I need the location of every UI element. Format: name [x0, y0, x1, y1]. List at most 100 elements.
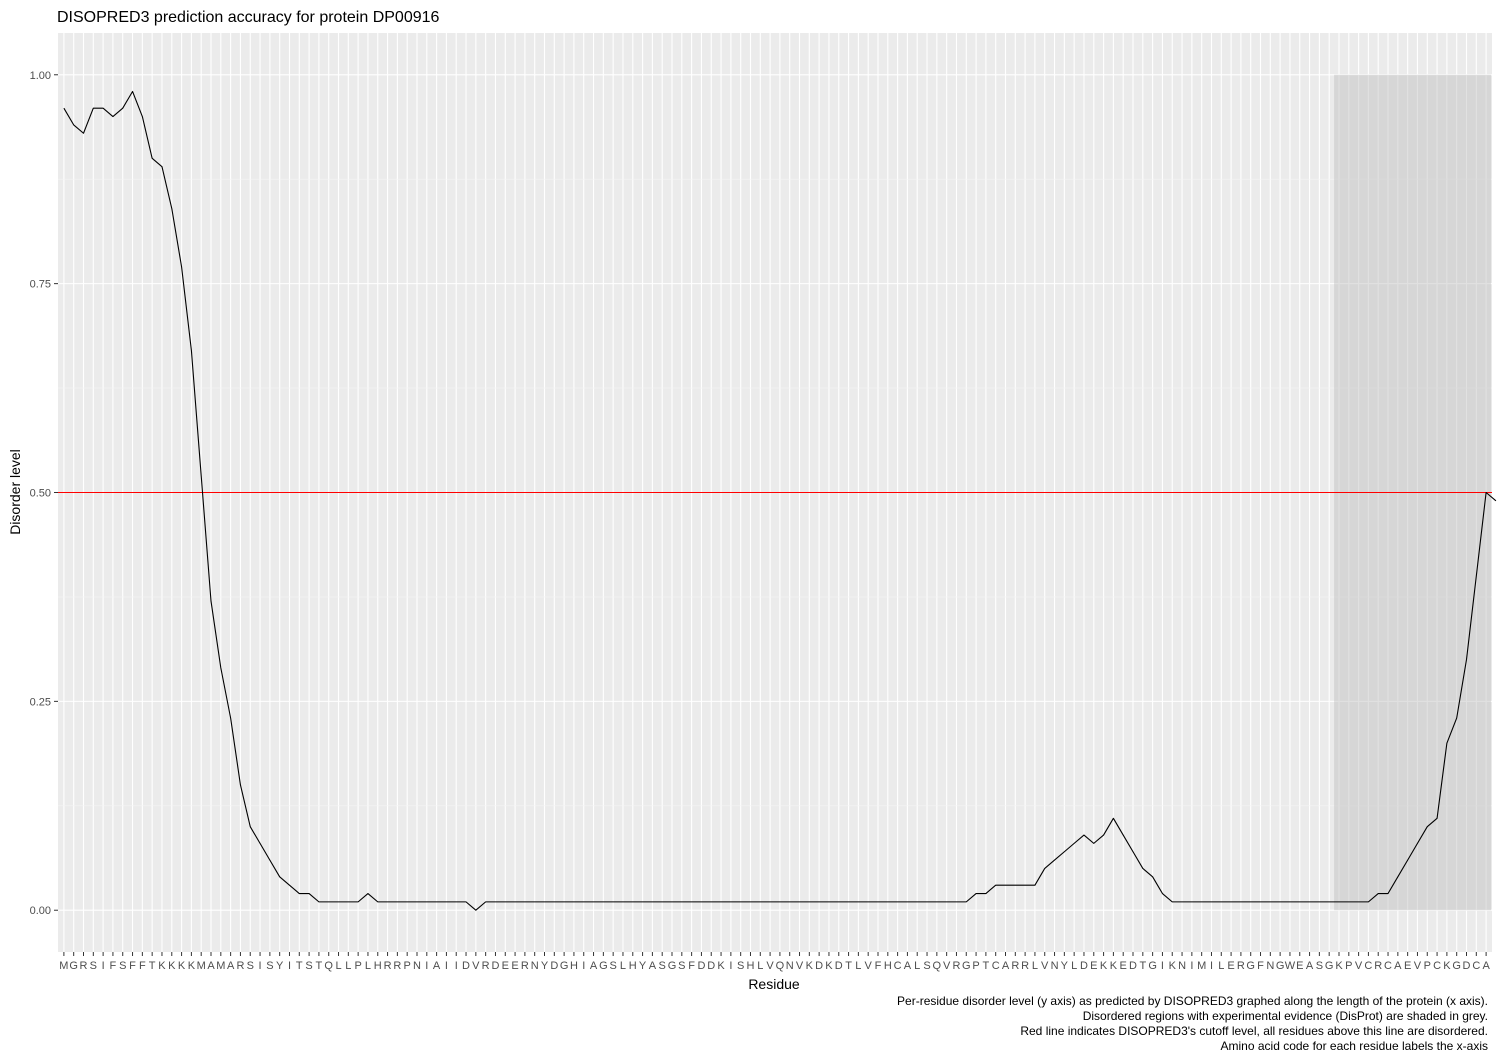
x-tick-label: T	[845, 960, 852, 972]
x-tick-label: F	[129, 960, 136, 972]
x-tick-label: D	[815, 960, 823, 972]
x-tick-label: N	[1051, 960, 1059, 972]
x-tick-label: F	[1257, 960, 1264, 972]
x-tick-label: G	[560, 960, 569, 972]
x-tick-label: F	[139, 960, 146, 972]
x-tick-label: P	[1424, 960, 1431, 972]
x-tick-label: S	[737, 960, 744, 972]
x-tick-label: L	[855, 960, 861, 972]
x-tick-label: C	[1384, 960, 1392, 972]
x-tick-label: E	[511, 960, 518, 972]
x-tick-label: A	[1482, 960, 1490, 972]
x-tick-label: R	[393, 960, 401, 972]
x-tick-label: R	[482, 960, 490, 972]
x-tick-label: R	[236, 960, 244, 972]
x-tick-label: E	[502, 960, 509, 972]
x-tick-label: Y	[1061, 960, 1069, 972]
x-tick-label: I	[582, 960, 585, 972]
caption-line: Disordered regions with experimental evi…	[1083, 1009, 1488, 1023]
x-tick-label: G	[668, 960, 677, 972]
x-tick-label: K	[717, 960, 725, 972]
x-tick-label: G	[599, 960, 608, 972]
x-tick-label: S	[119, 960, 126, 972]
x-tick-label: V	[1041, 960, 1049, 972]
x-tick-label: E	[1090, 960, 1097, 972]
x-tick-label: L	[914, 960, 920, 972]
x-tick-label: V	[766, 960, 774, 972]
x-tick-label: T	[983, 960, 990, 972]
x-tick-label: K	[1169, 960, 1177, 972]
x-tick-label: G	[1148, 960, 1157, 972]
x-tick-label: F	[110, 960, 117, 972]
x-tick-label: N	[1266, 960, 1274, 972]
x-tick-label: V	[796, 960, 804, 972]
x-tick-label: G	[1325, 960, 1334, 972]
x-tick-label: K	[188, 960, 196, 972]
x-tick-label: H	[570, 960, 578, 972]
x-tick-label: I	[259, 960, 262, 972]
x-tick-label: N	[1178, 960, 1186, 972]
x-tick-label: R	[1021, 960, 1029, 972]
x-tick-label: C	[1433, 960, 1441, 972]
x-tick-label: H	[884, 960, 892, 972]
y-axis: 0.00 0.25 0.50 0.75 1.00	[30, 70, 58, 917]
x-tick-label: R	[952, 960, 960, 972]
x-tick-label: L	[335, 960, 341, 972]
x-tick-label: V	[943, 960, 951, 972]
x-tick-label: F	[875, 960, 882, 972]
x-tick-label: L	[757, 960, 763, 972]
x-tick-label: I	[1161, 960, 1164, 972]
x-tick-label: N	[531, 960, 539, 972]
x-tick-label: S	[659, 960, 666, 972]
x-tick-label: V	[865, 960, 873, 972]
x-tick-label: L	[620, 960, 626, 972]
x-tick-label: C	[992, 960, 1000, 972]
x-tick-label: K	[1335, 960, 1343, 972]
x-tick-label: K	[825, 960, 833, 972]
x-tick-label: D	[491, 960, 499, 972]
x-tick-label: D	[462, 960, 470, 972]
chart-title: DISOPRED3 prediction accuracy for protei…	[57, 9, 440, 26]
x-tick-label: Q	[776, 960, 785, 972]
x-tick-label: D	[1129, 960, 1137, 972]
x-tick-label: H	[374, 960, 382, 972]
x-tick-label: S	[90, 960, 97, 972]
x-tick-label: R	[521, 960, 529, 972]
x-tick-label: P	[354, 960, 361, 972]
x-tick-label: E	[1296, 960, 1303, 972]
x-tick-label: Q	[933, 960, 942, 972]
x-tick-label: R	[80, 960, 88, 972]
y-tick-label: 0.75	[30, 279, 51, 291]
x-tick-label: K	[1100, 960, 1108, 972]
x-tick-label: S	[305, 960, 312, 972]
x-tick-label: I	[102, 960, 105, 972]
x-tick-label: M	[197, 960, 206, 972]
x-tick-label: H	[747, 960, 755, 972]
x-tick-label: I	[1210, 960, 1213, 972]
y-gridlines	[58, 74, 1492, 911]
x-tick-label: C	[1364, 960, 1372, 972]
x-tick-label: S	[266, 960, 273, 972]
x-tick-label: L	[1071, 960, 1077, 972]
x-tick-label: A	[590, 960, 598, 972]
x-tick-label: G	[962, 960, 971, 972]
x-tick-label: A	[433, 960, 441, 972]
x-tick-label: P	[404, 960, 411, 972]
x-tick-label: A	[649, 960, 657, 972]
x-tick-label: W	[1285, 960, 1296, 972]
x-tick-label: I	[288, 960, 291, 972]
x-tick-label: M	[1197, 960, 1206, 972]
x-tick-label: R	[1374, 960, 1382, 972]
x-tick-label: P	[1345, 960, 1352, 972]
x-tick-label: K	[1443, 960, 1451, 972]
y-tick-label: 0.25	[30, 696, 51, 708]
x-tick-label: E	[1227, 960, 1234, 972]
y-tick-label: 1.00	[30, 70, 51, 82]
y-tick-label: 0.00	[30, 905, 51, 917]
x-tick-label: D	[1463, 960, 1471, 972]
x-tick-label: C	[894, 960, 902, 972]
x-tick-label: A	[1306, 960, 1314, 972]
x-tick-label: A	[904, 960, 912, 972]
x-tick-label: Q	[324, 960, 333, 972]
